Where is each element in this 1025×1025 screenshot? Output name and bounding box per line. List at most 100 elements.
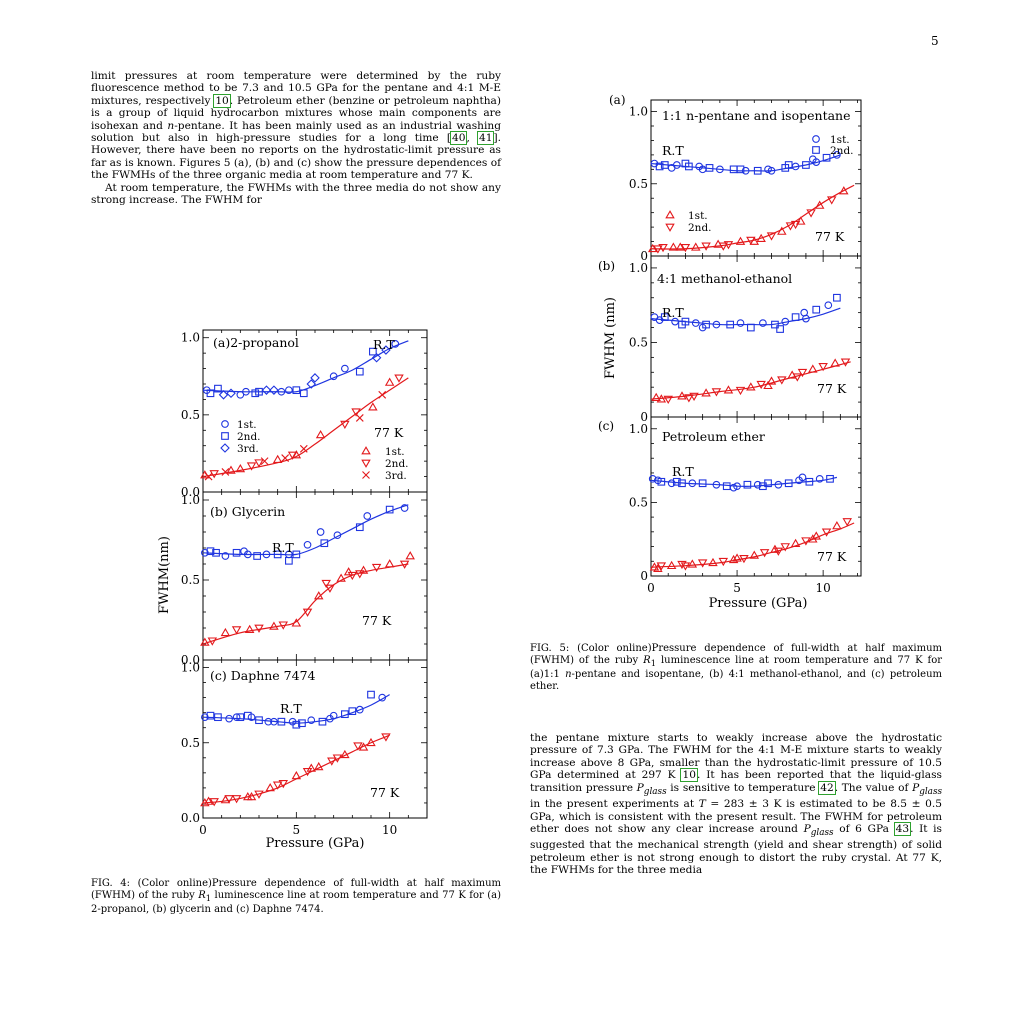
lt-data-point xyxy=(200,637,210,646)
lt-data-point xyxy=(332,754,343,763)
figure-5-caption: FIG. 5: (Color online)Pressure dependenc… xyxy=(530,643,942,692)
rt-data-point xyxy=(255,716,263,725)
y-tick-label: 0 xyxy=(640,249,648,263)
rt-label: R.T xyxy=(662,305,684,320)
lt-data-point xyxy=(653,245,663,254)
lt-data-point xyxy=(203,796,214,805)
legend-lt-marker xyxy=(665,223,675,232)
rt-data-point xyxy=(303,540,312,549)
lt-data-point xyxy=(313,761,324,771)
rt-data-point xyxy=(767,166,776,175)
legend-rt-label: 1st. xyxy=(237,419,257,431)
rt-data-point xyxy=(306,379,317,389)
lt-data-point xyxy=(351,408,361,417)
lt-data-point xyxy=(773,547,784,556)
rt-data-point xyxy=(691,319,700,327)
rt-data-point xyxy=(667,479,676,488)
lt-data-point xyxy=(254,459,264,468)
lt-data-point xyxy=(254,790,264,799)
lt-data-point xyxy=(246,792,257,801)
legend-rt-marker xyxy=(812,135,820,143)
citation-link[interactable]: 10 xyxy=(213,93,231,108)
lt-data-point xyxy=(806,209,816,218)
rt-data-point xyxy=(285,386,293,395)
lt-fit-curve xyxy=(202,563,409,645)
rt-data-point xyxy=(729,483,738,492)
lt-data-point xyxy=(353,742,363,751)
cross-stroke xyxy=(281,454,290,462)
lt-data-point xyxy=(811,531,821,540)
lt-data-point xyxy=(780,543,791,552)
lt-data-point xyxy=(801,537,811,546)
lt-data-point xyxy=(231,795,242,804)
y-tick-label: 1.0 xyxy=(629,105,648,119)
rt-data-point xyxy=(833,293,841,302)
lt-data-point xyxy=(399,560,410,569)
lt-data-point xyxy=(756,380,766,390)
rt-data-point xyxy=(798,473,807,482)
lt-data-point xyxy=(711,388,722,397)
rt-data-point xyxy=(236,390,245,399)
legend-rt-label: 3rd. xyxy=(237,443,259,455)
left-column-text: limit pressures at room temperature were… xyxy=(91,70,501,206)
lt-data-point xyxy=(675,242,686,251)
rt-data-point xyxy=(712,320,721,329)
y-axis-label: FWHM(nm) xyxy=(157,536,172,614)
lt-data-point xyxy=(272,454,283,463)
lt-label: 77 K xyxy=(817,549,847,564)
citation-link[interactable]: 42 xyxy=(818,780,836,795)
figure-5-chart: 0.51.001:1 n-pentane and isopentaneR.T77… xyxy=(598,93,862,611)
y-tick-label: 1.0 xyxy=(181,493,200,507)
lt-data-point xyxy=(739,554,749,564)
y-tick-label: 0 xyxy=(640,569,648,583)
citation-link[interactable]: 40 xyxy=(449,131,468,146)
rt-data-point xyxy=(808,155,817,164)
lt-data-point xyxy=(278,780,289,789)
lt-data-point xyxy=(287,451,298,460)
y-tick-label: 0.5 xyxy=(181,736,200,750)
rt-data-point xyxy=(826,474,834,483)
left-paragraph-2: At room temperature, the FWHMs with the … xyxy=(91,181,501,207)
rt-data-point xyxy=(292,550,301,559)
lt-data-point xyxy=(405,551,415,560)
lt-data-point xyxy=(680,243,691,253)
lt-data-point xyxy=(221,468,230,476)
lt-data-point xyxy=(291,770,302,780)
lt-label: 77 K xyxy=(817,381,847,396)
lt-data-point xyxy=(735,386,746,396)
lt-data-point xyxy=(818,362,828,372)
rt-data-point xyxy=(391,340,400,348)
lt-data-point xyxy=(371,563,382,573)
rt-fit-curve xyxy=(650,154,841,172)
right-column-text: the pentane mixture starts to weakly inc… xyxy=(530,732,942,877)
lt-data-point xyxy=(718,242,729,251)
citation-link[interactable]: 43 xyxy=(893,821,912,836)
lt-data-point xyxy=(684,394,694,403)
rt-data-point xyxy=(355,367,364,376)
citation-link[interactable]: 10 xyxy=(680,768,699,783)
x-tick-label: 10 xyxy=(382,823,397,837)
lt-data-point xyxy=(254,624,264,633)
rt-data-point xyxy=(688,479,697,488)
citation-link[interactable]: 41 xyxy=(476,131,495,146)
rt-data-point xyxy=(214,713,222,722)
lt-data-point xyxy=(226,465,236,474)
panel-letter: (c) xyxy=(598,419,614,433)
rt-data-point xyxy=(743,480,752,489)
rt-data-point xyxy=(741,166,750,175)
rt-data-point xyxy=(262,550,271,559)
rt-data-point xyxy=(657,477,666,486)
y-tick-label: 1.0 xyxy=(181,661,200,675)
legend-rt-marker xyxy=(812,146,820,154)
rt-data-point xyxy=(764,165,772,174)
lt-data-point xyxy=(792,373,803,382)
panel-title: 1:1 n-pentane and isopentane xyxy=(662,108,851,123)
rt-data-point xyxy=(232,548,241,557)
rt-data-point xyxy=(367,690,375,699)
cross-stroke xyxy=(299,444,308,453)
rt-data-point xyxy=(381,345,391,355)
rt-data-point xyxy=(784,479,793,488)
lt-data-point xyxy=(790,220,801,230)
figure-4-chart: 0.0 0.5 1.0 (a)2-propanol R.T 77 K 0.0 0.5 1.0 (b… xyxy=(157,329,428,851)
rt-data-point xyxy=(348,707,357,716)
